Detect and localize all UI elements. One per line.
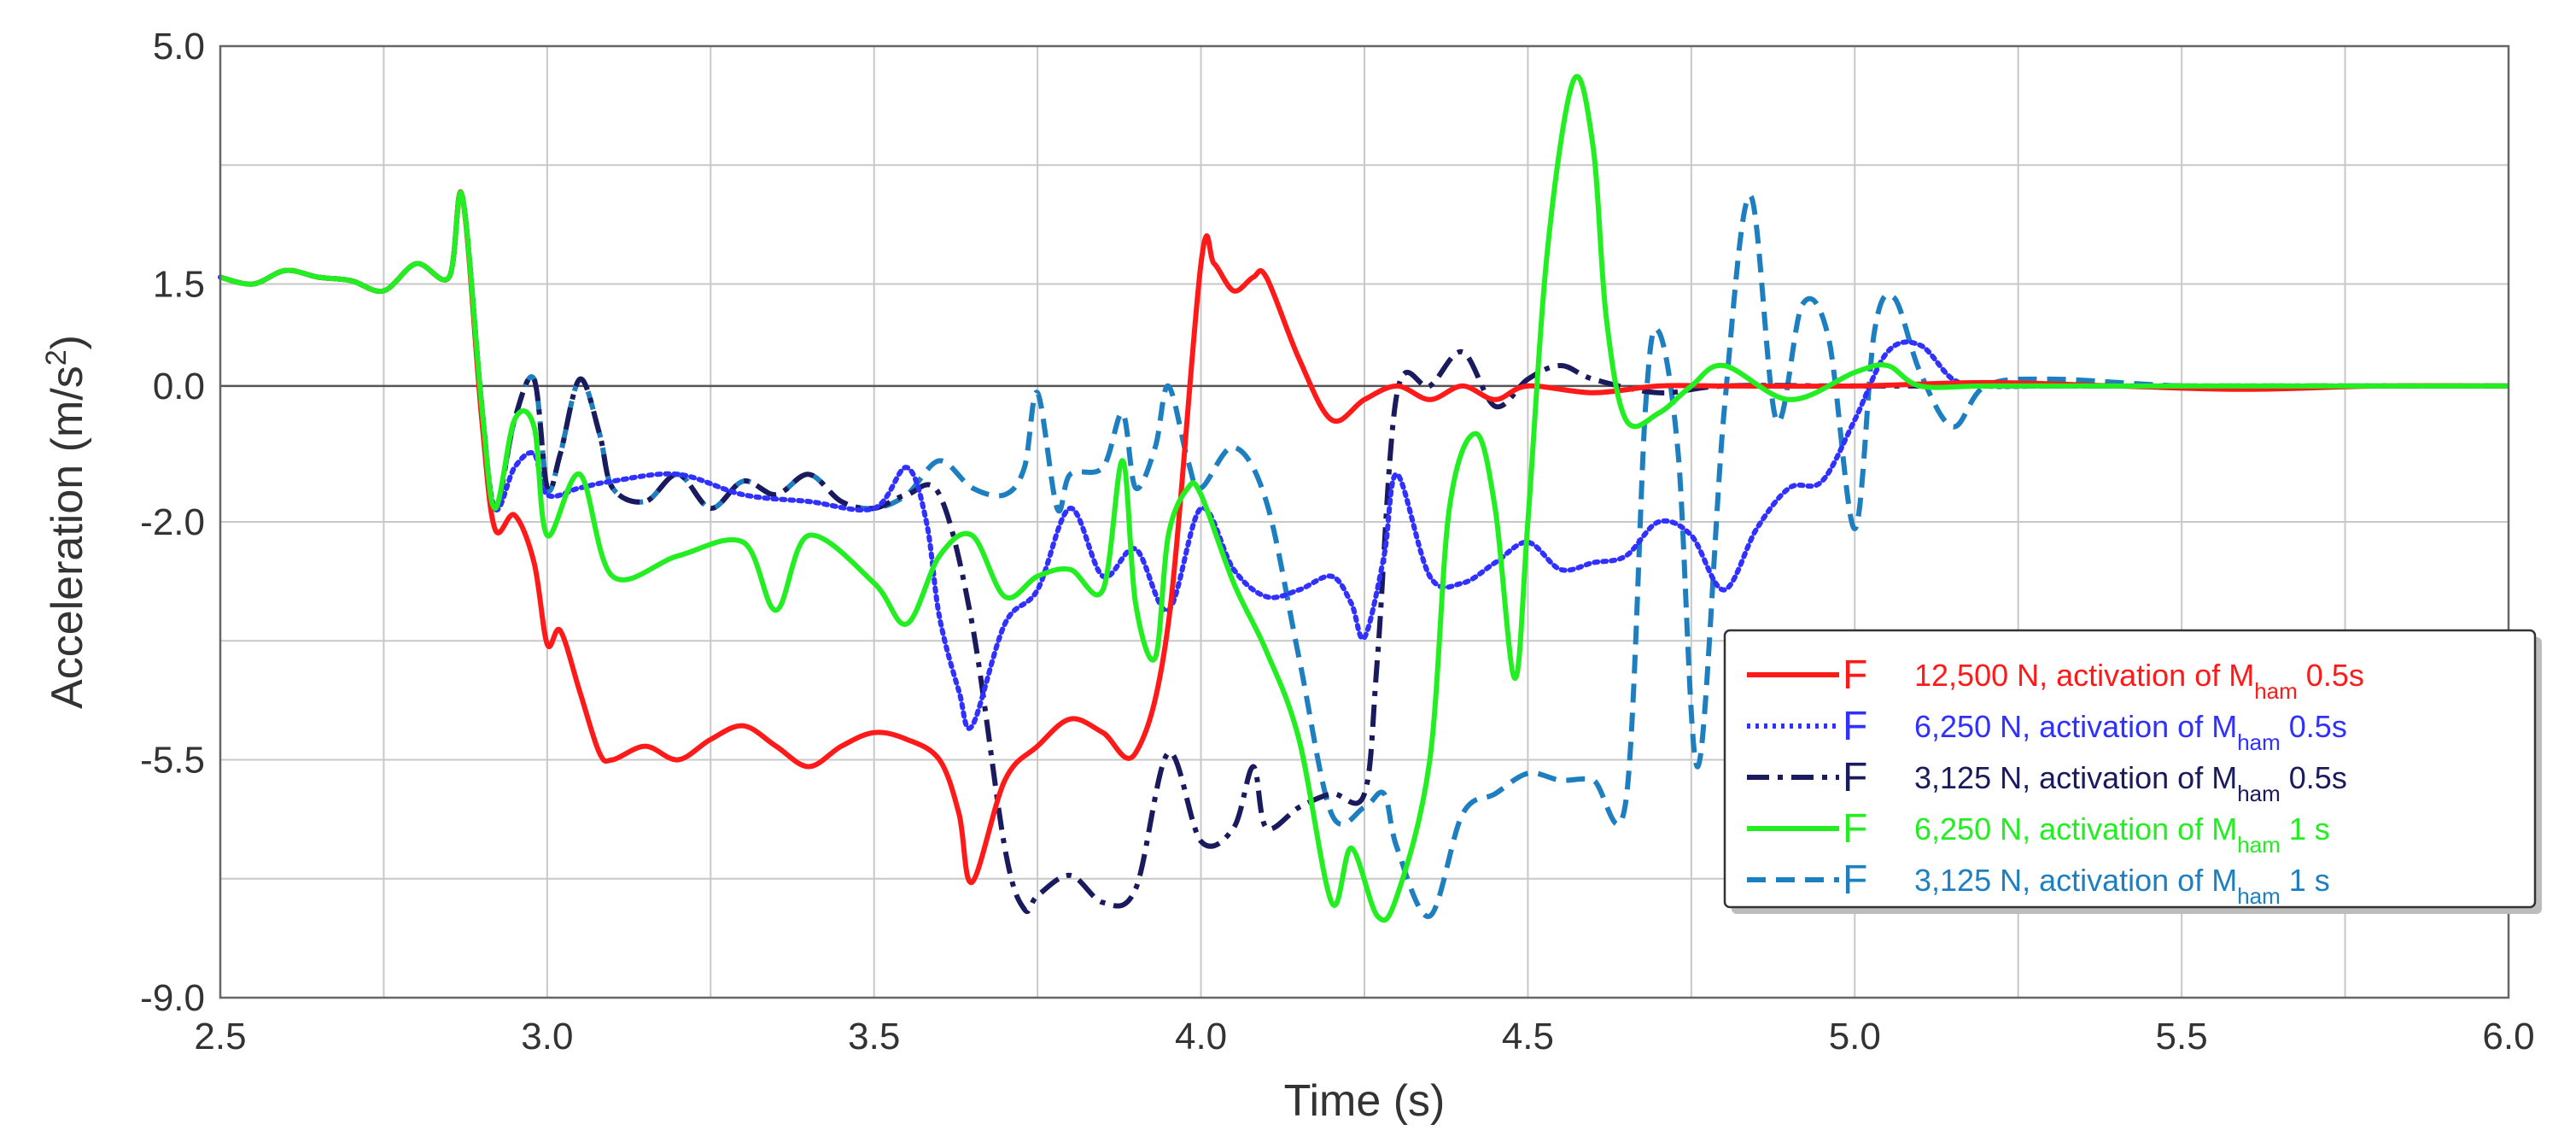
legend-label: 6,250 N, activation of Mham 1 s bbox=[1914, 811, 2330, 858]
legend-label: 12,500 N, activation of Mham 0.5s bbox=[1914, 658, 2364, 704]
y-tick-label: 5.0 bbox=[153, 26, 205, 67]
plot-frame bbox=[219, 44, 2510, 999]
legend-prefix: F bbox=[1843, 653, 1867, 698]
legend-label-suffix: 0.5s bbox=[2298, 658, 2364, 693]
legend-label-text: 3,125 N, activation of M bbox=[1914, 760, 2237, 795]
x-tick-label: 5.5 bbox=[2156, 1016, 2208, 1057]
legend-label: 3,125 N, activation of Mham 1 s bbox=[1914, 863, 2330, 909]
y-axis-label-tail: ) bbox=[43, 335, 92, 349]
y-axis-label-main: Acceleration (m/s bbox=[43, 366, 92, 709]
y-tick-label: -2.0 bbox=[140, 501, 205, 543]
x-axis-label: Time (s) bbox=[1284, 1076, 1446, 1126]
y-tick-label: -9.0 bbox=[140, 977, 205, 1019]
legend-label-text: 12,500 N, activation of M bbox=[1914, 658, 2254, 693]
y-tick-label: 0.0 bbox=[153, 366, 205, 407]
x-tick-label: 6.0 bbox=[2482, 1016, 2534, 1057]
legend-label-text: 6,250 N, activation of M bbox=[1914, 811, 2237, 846]
legend-label-suffix: 1 s bbox=[2281, 811, 2330, 846]
series-line-4 bbox=[219, 73, 2509, 923]
legend-label-subscript: ham bbox=[2237, 729, 2281, 755]
x-tick-label: 5.0 bbox=[1829, 1016, 1881, 1057]
x-tick-label: 4.5 bbox=[1502, 1016, 1554, 1057]
legend-label-suffix: 0.5s bbox=[2281, 760, 2347, 795]
legend-box bbox=[1723, 629, 2537, 909]
legend-label-subscript: ham bbox=[2237, 781, 2281, 806]
y-tick-label: -5.5 bbox=[140, 740, 205, 782]
y-axis-label-superscript: 2 bbox=[40, 349, 73, 366]
legend-label-suffix: 1 s bbox=[2281, 863, 2330, 898]
legend-label-subscript: ham bbox=[2237, 832, 2281, 858]
series-lines bbox=[218, 73, 2511, 923]
legend-prefix: F bbox=[1843, 806, 1867, 852]
legend-label-subscript: ham bbox=[2237, 883, 2281, 909]
x-tick-label: 3.0 bbox=[521, 1016, 573, 1057]
legend-prefix: F bbox=[1843, 858, 1867, 903]
legend-prefix: F bbox=[1843, 755, 1867, 800]
x-tick-label: 3.5 bbox=[848, 1016, 900, 1057]
legend-label-text: 6,250 N, activation of M bbox=[1914, 709, 2237, 744]
legend-label: 6,250 N, activation of Mham 0.5s bbox=[1914, 709, 2347, 755]
legend-label: 3,125 N, activation of Mham 0.5s bbox=[1914, 760, 2347, 806]
legend-prefix: F bbox=[1843, 704, 1867, 749]
x-tick-label: 2.5 bbox=[194, 1016, 246, 1057]
legend-label-suffix: 0.5s bbox=[2281, 709, 2347, 744]
axis-ticks: 2.5 3.0 3.5 4.0 4.5 5.0 5.5 6.0 5.0 1.5 0.0 -2.0 -5.… bbox=[140, 26, 2534, 1057]
y-axis-label: Acceleration (m/s2) bbox=[40, 335, 92, 709]
legend-entries: F 12,500 N, activation of Mham 0.5sF 6,250… bbox=[1747, 653, 2364, 909]
legend: F 12,500 N, activation of Mham 0.5sF 6,250… bbox=[1723, 629, 2542, 914]
x-tick-label: 4.0 bbox=[1175, 1016, 1227, 1057]
y-tick-label: 1.5 bbox=[153, 264, 205, 306]
legend-label-text: 3,125 N, activation of M bbox=[1914, 863, 2237, 898]
legend-label-subscript: ham bbox=[2254, 678, 2298, 704]
